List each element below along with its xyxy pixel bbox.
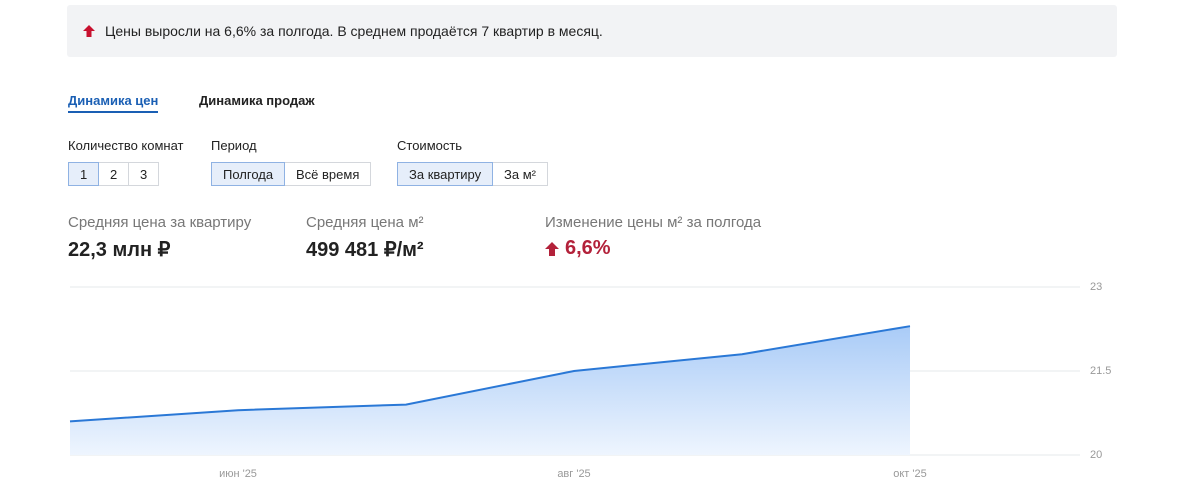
y-tick-label: 20 [1090, 449, 1102, 461]
filter-button[interactable]: За квартиру [397, 162, 494, 186]
arrow-up-icon [83, 25, 95, 37]
arrow-up-icon [545, 242, 559, 256]
stat-value: 499 481 ₽/м² [306, 239, 424, 261]
tab[interactable]: Динамика продаж [199, 93, 315, 108]
y-tick-label: 21.5 [1090, 365, 1111, 377]
stat-label: Средняя цена за квартиру [68, 214, 252, 231]
filter-label: Период [211, 138, 257, 153]
stat-value: 6,6% [545, 237, 611, 260]
banner-text: Цены выросли на 6,6% за полгода. В средн… [105, 23, 603, 39]
stat-label: Изменение цены м² за полгода [545, 214, 762, 231]
filter-button[interactable]: Всё время [285, 162, 372, 186]
x-tick-label: июн '25 [219, 468, 257, 480]
line [69, 325, 911, 423]
filter-label: Количество комнат [68, 138, 184, 153]
filter-label: Стоимость [397, 138, 463, 153]
y-tick-label: 23 [1090, 281, 1102, 293]
x-tick-label: окт '25 [893, 468, 926, 480]
stat-label: Средняя цена м² [306, 214, 424, 231]
filter-button[interactable]: Полгода [211, 162, 286, 186]
chart: 20 21.5 23 июн '25 авг '25 окт '25 [69, 281, 1111, 480]
filter-button[interactable]: 3 [129, 162, 160, 186]
filter-button[interactable]: 1 [68, 162, 100, 186]
filter-button[interactable]: 2 [99, 162, 130, 186]
x-tick-label: авг '25 [557, 468, 590, 480]
tab[interactable]: Динамика цен [68, 93, 159, 113]
stat-value: 22,3 млн ₽ [68, 239, 171, 261]
area [70, 326, 910, 455]
filter-button[interactable]: За м² [493, 162, 548, 186]
banner: Цены выросли на 6,6% за полгода. В средн… [67, 5, 1117, 57]
